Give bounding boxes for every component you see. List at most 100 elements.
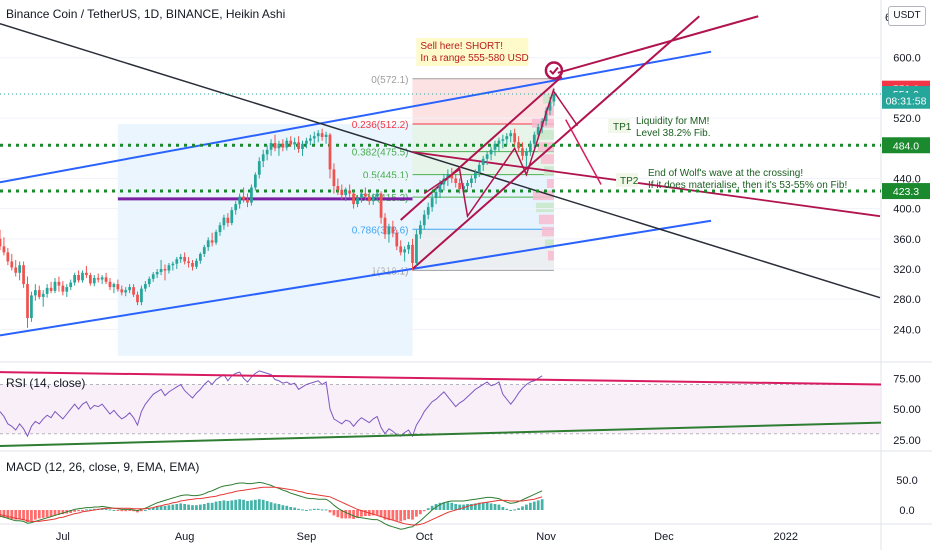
- projection-arrow-tp2: [565, 119, 602, 185]
- candle-body: [391, 226, 395, 233]
- price-tag-label: 423.3: [893, 186, 919, 198]
- macd-histogram-bar: [163, 505, 167, 510]
- fib-level-label: 0.5(445.1): [363, 171, 409, 182]
- sell-note-line1: Sell here! SHORT!: [420, 41, 503, 52]
- price-tag-bg: [882, 183, 930, 200]
- candle-body: [136, 294, 139, 303]
- macd-histogram-bar: [340, 510, 344, 519]
- macd-histogram-bar: [132, 510, 135, 512]
- candle-body: [316, 133, 320, 137]
- macd-histogram-bar: [198, 504, 202, 510]
- candle-body: [92, 278, 96, 284]
- candle-body: [242, 196, 245, 200]
- price-tick-label: 600.0: [893, 53, 921, 65]
- rsi-label[interactable]: RSI (14, close): [6, 376, 86, 390]
- volume-profile-bar: [540, 154, 554, 164]
- macd-histogram-bar: [246, 501, 249, 510]
- macd-histogram-bar: [285, 505, 289, 510]
- macd-histogram-bar: [509, 510, 513, 511]
- macd-signal-line: [0, 486, 543, 526]
- candle-body: [261, 154, 265, 162]
- candle-body: [450, 173, 454, 179]
- volume-profile-bar: [534, 130, 554, 140]
- candle-body: [0, 238, 2, 247]
- macd-histogram-bar: [379, 510, 383, 518]
- macd-histogram-bar: [513, 509, 517, 511]
- candle-body: [246, 199, 249, 203]
- candle-body: [159, 269, 163, 273]
- macd-histogram-bar: [438, 502, 442, 510]
- macd-histogram-bar: [391, 510, 395, 521]
- macd-histogram-bar: [415, 510, 418, 517]
- macd-histogram-bar: [53, 510, 57, 516]
- candle-body: [285, 140, 289, 148]
- sell-target-icon: [544, 61, 564, 80]
- macd-histogram-bar: [489, 503, 493, 510]
- macd-histogram-bar: [281, 505, 285, 510]
- tp2-note-line1: End of Wolf's wave at the crossing!: [648, 168, 803, 179]
- macd-histogram-bar: [57, 510, 61, 515]
- macd-histogram-bar: [108, 509, 112, 511]
- macd-histogram-bar: [69, 510, 73, 513]
- candle-body: [124, 290, 128, 293]
- candle-body: [265, 149, 269, 155]
- macd-histogram-bar: [92, 508, 96, 510]
- macd-histogram-bar: [473, 503, 477, 510]
- candle-body: [367, 196, 371, 202]
- macd-histogram-bar: [73, 510, 77, 512]
- macd-histogram-bar: [305, 510, 308, 511]
- macd-histogram-bar: [363, 510, 367, 516]
- macd-histogram-bar: [218, 501, 222, 510]
- fib-level-label: 0.236(512.2): [352, 120, 409, 131]
- candle-body: [493, 143, 497, 150]
- candle-body: [328, 134, 332, 170]
- candle-body: [85, 272, 88, 276]
- price-tick-label: 400.0: [893, 204, 921, 216]
- macd-histogram-bar: [446, 502, 450, 510]
- macd-histogram-bar: [167, 505, 171, 510]
- candle-body: [179, 256, 183, 260]
- candle-body: [273, 142, 277, 149]
- rising-channel-top: [557, 15, 759, 74]
- macd-histogram-bar: [493, 504, 497, 510]
- currency-button[interactable]: USDT: [888, 6, 926, 26]
- macd-histogram-bar: [61, 510, 65, 515]
- macd-label[interactable]: MACD (12, 26, close, 9, EMA, EMA): [6, 460, 200, 474]
- macd-histogram-bar: [0, 510, 2, 518]
- macd-histogram-bar: [191, 505, 194, 510]
- macd-histogram-bar: [411, 510, 414, 520]
- candle-body: [552, 94, 556, 102]
- fib-level-label: 0(572.1): [371, 75, 408, 86]
- macd-histogram-bar: [45, 510, 49, 518]
- chart-title: Binance Coin / TetherUS, 1D, BINANCE, He…: [6, 7, 286, 21]
- candle-body: [253, 174, 257, 188]
- candle-body: [218, 225, 222, 233]
- macd-histogram-bar: [395, 510, 399, 521]
- price-tag-label: 08:31:58: [886, 96, 927, 108]
- macd-histogram-bar: [312, 508, 316, 510]
- rsi-tick-label: 25.00: [893, 435, 921, 447]
- candle-body: [96, 278, 100, 280]
- candle-body: [536, 127, 540, 135]
- macd-histogram-bar: [261, 499, 265, 510]
- macd-histogram-bar: [422, 510, 426, 512]
- candle-body: [320, 133, 324, 137]
- macd-histogram-bar: [187, 504, 190, 510]
- rsi-tick-label: 50.00: [893, 404, 921, 416]
- price-tag-bg: [882, 92, 930, 109]
- candle-body: [33, 290, 37, 296]
- candle-body: [269, 142, 273, 150]
- time-tick-label: Oct: [416, 531, 433, 543]
- candle-body: [41, 293, 45, 297]
- macd-histogram-bar: [210, 502, 214, 510]
- macd-histogram-bar: [273, 503, 277, 510]
- fib-zone-blue: [412, 174, 554, 230]
- candle-body: [238, 196, 242, 205]
- candle-body: [438, 184, 442, 193]
- volume-profile-bar: [535, 202, 554, 213]
- candle-body: [332, 169, 336, 186]
- fib-zone-box: [117, 124, 413, 356]
- candle-body: [293, 142, 297, 145]
